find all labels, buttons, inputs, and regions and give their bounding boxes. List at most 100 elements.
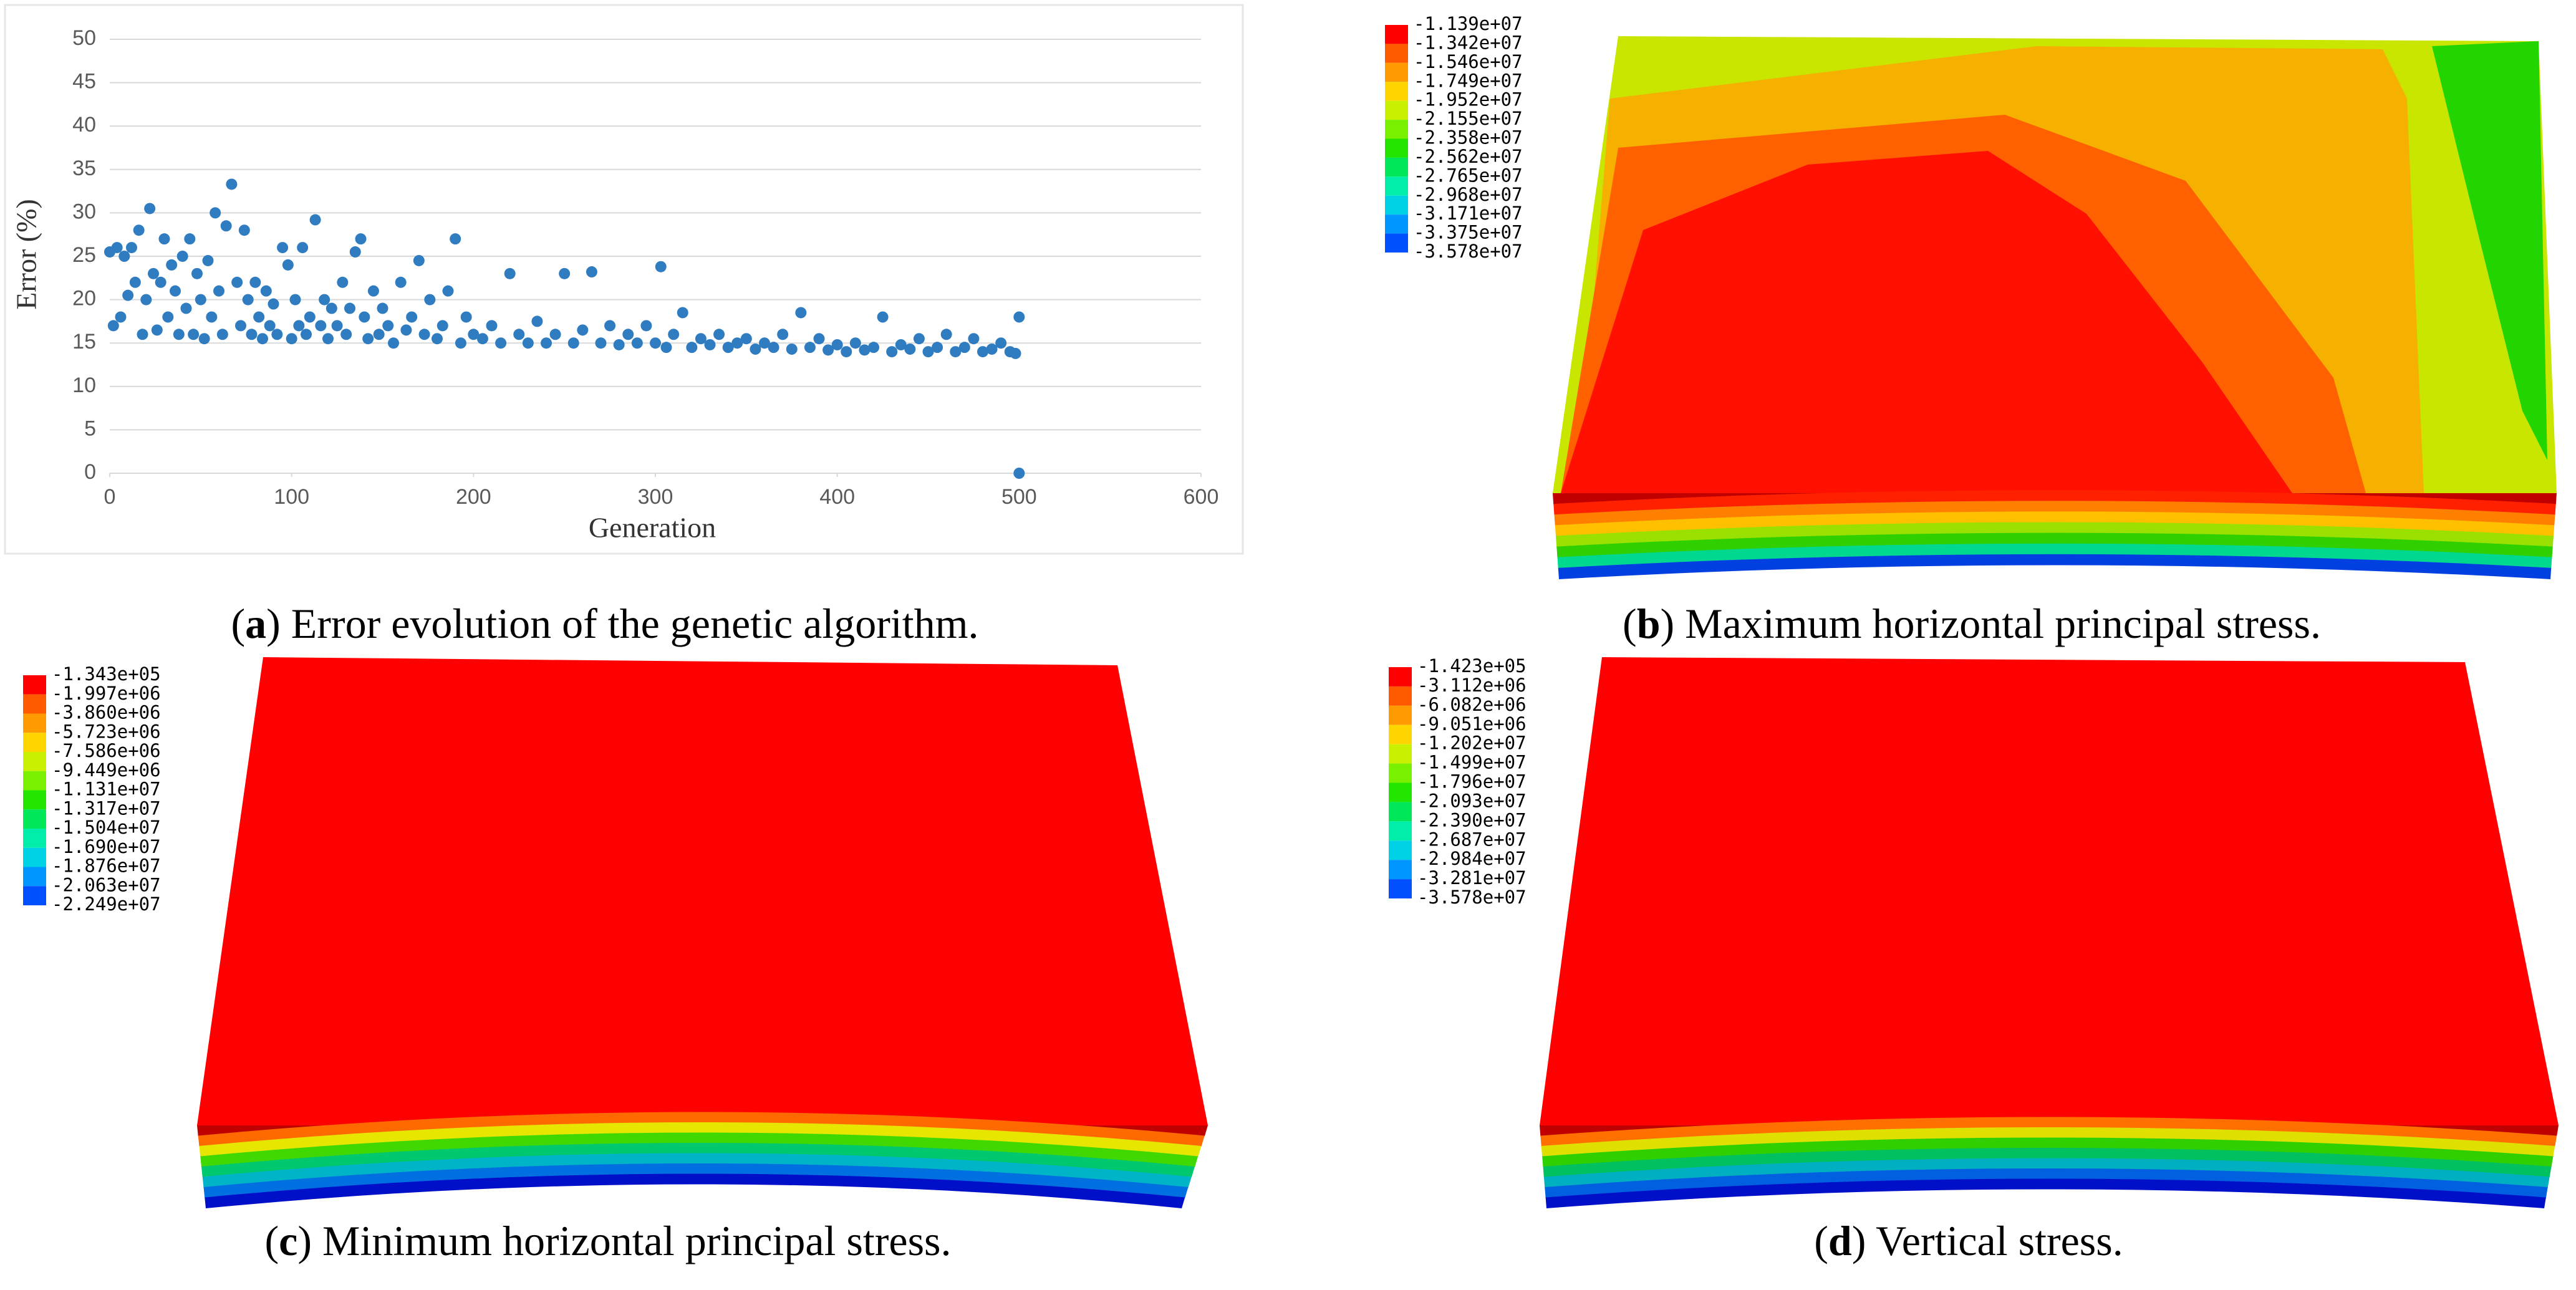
point bbox=[373, 329, 385, 340]
point bbox=[206, 311, 218, 323]
contour bbox=[1561, 151, 2292, 493]
legend-swatch bbox=[1389, 744, 1412, 764]
legend-label: -2.093e+07 bbox=[1417, 790, 1527, 811]
point bbox=[242, 294, 254, 306]
legend-swatch bbox=[1385, 62, 1408, 82]
point bbox=[631, 337, 643, 349]
x-axis-title: Generation bbox=[589, 512, 716, 544]
point bbox=[166, 259, 178, 271]
point bbox=[107, 320, 119, 332]
point bbox=[655, 261, 667, 272]
point bbox=[895, 339, 907, 350]
point bbox=[111, 242, 123, 254]
point bbox=[759, 337, 770, 349]
point bbox=[122, 289, 134, 301]
point bbox=[264, 320, 276, 332]
point bbox=[986, 343, 998, 355]
legend-swatch bbox=[23, 771, 46, 791]
side-band bbox=[201, 1143, 1195, 1178]
point bbox=[322, 333, 334, 345]
point bbox=[326, 302, 337, 314]
legend-swatch bbox=[1389, 724, 1412, 744]
legend-swatch bbox=[1389, 840, 1412, 860]
point bbox=[577, 324, 589, 336]
caption-letter: c bbox=[279, 1217, 297, 1264]
point bbox=[257, 333, 268, 345]
point bbox=[195, 294, 206, 306]
legend-swatch bbox=[1389, 860, 1412, 880]
point bbox=[220, 220, 232, 232]
point bbox=[476, 333, 488, 345]
point bbox=[406, 311, 418, 323]
point bbox=[549, 329, 561, 340]
chart-frame bbox=[4, 4, 1244, 555]
x-tick-label: 100 bbox=[274, 485, 309, 509]
legend-label: -2.562e+07 bbox=[1414, 146, 1523, 167]
point bbox=[455, 337, 466, 349]
model-d bbox=[1540, 657, 2559, 1125]
point bbox=[913, 333, 925, 345]
legend-label: -5.723e+06 bbox=[52, 721, 161, 742]
side-band bbox=[1555, 511, 2555, 537]
legend-label: -2.358e+07 bbox=[1414, 127, 1523, 148]
legend-label: -1.796e+07 bbox=[1417, 771, 1527, 792]
legend-swatch bbox=[1389, 879, 1412, 898]
point bbox=[1010, 347, 1021, 359]
y-tick-label: 30 bbox=[72, 200, 96, 223]
legend-swatch bbox=[1385, 214, 1408, 234]
legend-label: -3.375e+07 bbox=[1414, 222, 1523, 243]
y-tick-label: 10 bbox=[72, 373, 96, 397]
legend-label: -1.202e+07 bbox=[1417, 733, 1527, 754]
point bbox=[216, 329, 228, 340]
legend-label: -1.876e+07 bbox=[52, 855, 161, 877]
point bbox=[226, 178, 238, 190]
point bbox=[126, 242, 137, 254]
x-tick-label: 600 bbox=[1184, 485, 1219, 509]
point bbox=[977, 346, 988, 358]
legend-swatch bbox=[23, 752, 46, 771]
y-axis-title: Error (%) bbox=[11, 199, 42, 310]
point bbox=[246, 329, 258, 340]
legend-swatch bbox=[1385, 195, 1408, 215]
point bbox=[162, 311, 174, 323]
side-band bbox=[203, 1163, 1189, 1198]
point bbox=[198, 333, 210, 345]
point bbox=[595, 337, 607, 349]
legend-label: -9.449e+06 bbox=[52, 759, 161, 781]
side-band bbox=[1553, 490, 2556, 516]
side-band bbox=[1557, 543, 2552, 569]
legend-swatch bbox=[1385, 233, 1408, 253]
y-tick-label: 5 bbox=[84, 416, 96, 440]
point bbox=[118, 251, 130, 262]
point bbox=[260, 285, 272, 297]
point bbox=[191, 267, 203, 279]
point bbox=[795, 307, 807, 319]
legend-swatch bbox=[23, 829, 46, 848]
point bbox=[388, 337, 399, 349]
point bbox=[777, 329, 789, 340]
x-tick-label: 200 bbox=[456, 485, 491, 509]
caption-paren: ( bbox=[231, 600, 245, 647]
point bbox=[137, 329, 148, 340]
legend-swatch bbox=[23, 790, 46, 810]
legend-swatch bbox=[1385, 176, 1408, 196]
side-band bbox=[202, 1153, 1192, 1188]
legend-label: -6.082e+06 bbox=[1417, 694, 1527, 715]
model-b-side bbox=[1553, 490, 2557, 579]
point bbox=[144, 203, 156, 214]
point bbox=[115, 311, 127, 323]
legend-label: -1.997e+06 bbox=[52, 683, 161, 704]
caption: (c) Minimum horizontal principal stress. bbox=[265, 1217, 952, 1264]
legend-label: -2.390e+07 bbox=[1417, 809, 1527, 830]
point bbox=[395, 276, 407, 288]
point bbox=[286, 333, 297, 345]
legend-swatch bbox=[1389, 802, 1412, 822]
legend-label: -1.423e+05 bbox=[1417, 655, 1527, 676]
point bbox=[504, 267, 516, 279]
point bbox=[859, 344, 871, 356]
legend-swatch bbox=[1385, 120, 1408, 139]
legend-label: -1.499e+07 bbox=[1417, 752, 1527, 773]
point bbox=[604, 320, 616, 332]
model-b bbox=[1553, 36, 2557, 493]
point bbox=[158, 233, 170, 245]
